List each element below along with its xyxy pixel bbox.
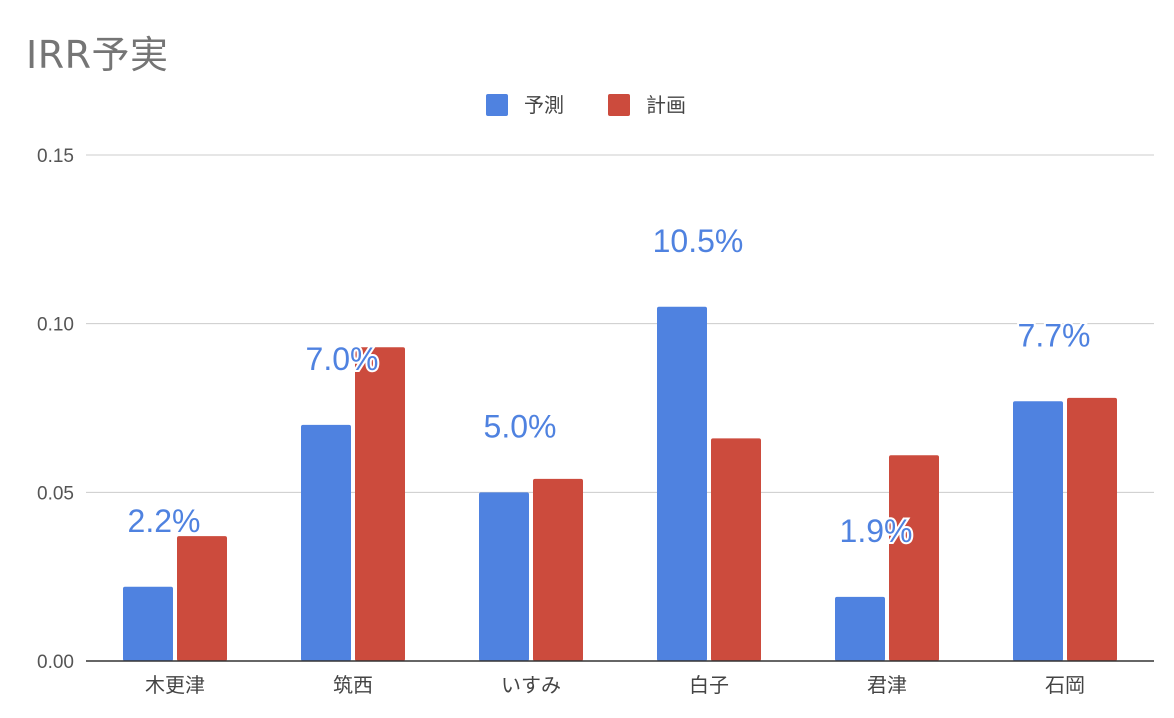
data-labels: 2.2% 7.0% 5.0% 10.5% 1.9% 7.7%	[126, 221, 1093, 551]
bar-forecast	[301, 424, 351, 661]
y-tick-label: 0.05	[37, 483, 74, 504]
gridlines	[86, 154, 1154, 493]
data-label: 10.5%	[653, 223, 744, 259]
legend-label: 計画	[646, 93, 686, 117]
x-tick-label: 筑西	[333, 673, 373, 697]
bar-plan	[533, 478, 583, 661]
x-tick-label: 石岡	[1045, 673, 1085, 697]
bar-forecast	[835, 596, 885, 661]
data-label: 2.2%	[128, 503, 201, 539]
x-tick-label: いすみ	[501, 673, 561, 697]
bar-forecast	[123, 586, 173, 661]
y-tick-label: 0.10	[37, 315, 74, 336]
data-label: 5.0%	[484, 408, 557, 444]
bar-plan	[711, 438, 761, 661]
bar-plan	[355, 347, 405, 661]
bar-forecast	[1013, 401, 1063, 661]
x-tick-label: 木更津	[145, 673, 205, 697]
x-axis-labels: 木更津 筑西 いすみ 白子 君津 石岡	[145, 673, 1085, 697]
data-label: 7.0%	[306, 341, 379, 377]
bar-plan	[889, 455, 939, 661]
bar-plan	[1067, 397, 1117, 661]
y-axis-ticks: 0.00 0.05 0.10 0.15	[37, 146, 74, 673]
x-tick-label: 君津	[867, 673, 907, 697]
legend-swatch	[486, 94, 508, 116]
legend-swatch	[608, 94, 630, 116]
bar-forecast	[657, 306, 707, 661]
bars	[123, 306, 1117, 661]
data-label: 7.7%	[1018, 317, 1091, 353]
bar-plan	[177, 536, 227, 661]
x-tick-label: 白子	[689, 673, 729, 697]
bar-forecast	[479, 492, 529, 661]
chart-title: IRR予実	[26, 33, 169, 77]
y-tick-label: 0.15	[37, 146, 74, 167]
y-tick-label: 0.00	[37, 652, 74, 673]
legend-label: 予測	[524, 93, 564, 117]
legend: 予測 計画	[486, 93, 686, 117]
data-label: 1.9%	[840, 513, 913, 549]
